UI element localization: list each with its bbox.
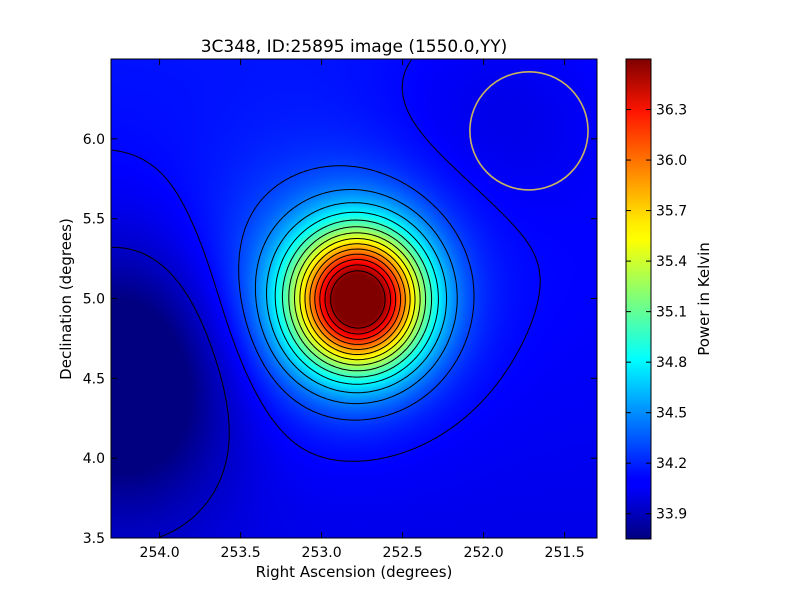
x-axis: 254.0 253.5 253.0 252.5 252.0 251.5 (140, 59, 585, 561)
plot-area (111, 59, 597, 538)
contour-layer (111, 59, 541, 538)
colorbar-tick-label: 33.9 (656, 507, 687, 523)
contour-line (281, 219, 433, 378)
contour-line (324, 264, 392, 335)
contour-line (274, 211, 439, 385)
y-tick-label: 5.5 (83, 212, 105, 228)
y-tick-label: 3.5 (83, 531, 105, 547)
contour-line (254, 189, 458, 405)
x-tick-label: 252.0 (464, 545, 504, 561)
contour-line (299, 238, 416, 361)
colorbar-ticks: 33.9 34.2 34.5 34.8 35.1 35.4 35.7 36.0 36.3 (626, 103, 687, 523)
contour-line (238, 165, 475, 421)
marker-circle (469, 70, 589, 191)
contour-line (294, 232, 421, 366)
x-tick-label: 253.5 (221, 545, 261, 561)
x-tick-label: 253.0 (302, 545, 342, 561)
colorbar: 33.9 34.2 34.5 34.8 35.1 35.4 35.7 36.0 36.3 Pow… (625, 58, 713, 540)
colorbar-tick-label: 36.0 (656, 153, 687, 169)
contour-line (309, 248, 406, 350)
y-tick-label: 4.5 (83, 371, 105, 387)
colorbar-tick-label: 35.7 (656, 204, 687, 220)
chart-title: 3C348, ID:25895 image (1550.0,YY) (201, 37, 508, 57)
contour-line (288, 226, 427, 372)
x-tick-label: 254.0 (140, 545, 180, 561)
y-axis: 3.5 4.0 4.5 5.0 5.5 6.0 (83, 132, 597, 547)
y-tick-label: 6.0 (83, 132, 105, 148)
colorbar-gradient (625, 58, 652, 540)
colorbar-tick-label: 34.8 (656, 355, 687, 371)
contour-line (330, 270, 386, 329)
contour-line (112, 246, 230, 538)
contour-line (304, 243, 411, 355)
y-axis-label: Declination (degrees) (57, 218, 75, 380)
x-tick-label: 252.5 (383, 545, 423, 561)
heatmap-image (111, 59, 597, 538)
colorbar-tick-label: 34.5 (656, 406, 687, 422)
x-tick-label: 251.5 (545, 545, 585, 561)
contour-line (319, 258, 397, 340)
contour-line (266, 202, 448, 394)
colorbar-tick-label: 35.4 (656, 254, 687, 270)
colorbar-tick-label: 36.3 (656, 103, 687, 119)
colorbar-label: Power in Kelvin (695, 242, 713, 356)
y-tick-label: 4.0 (83, 451, 105, 467)
y-tick-label: 5.0 (83, 292, 105, 308)
colorbar-tick-label: 34.2 (656, 456, 687, 472)
x-axis-label: Right Ascension (degrees) (256, 563, 453, 581)
colorbar-tick-label: 35.1 (656, 305, 687, 321)
contour-line (314, 253, 402, 345)
contour-line (111, 59, 541, 462)
